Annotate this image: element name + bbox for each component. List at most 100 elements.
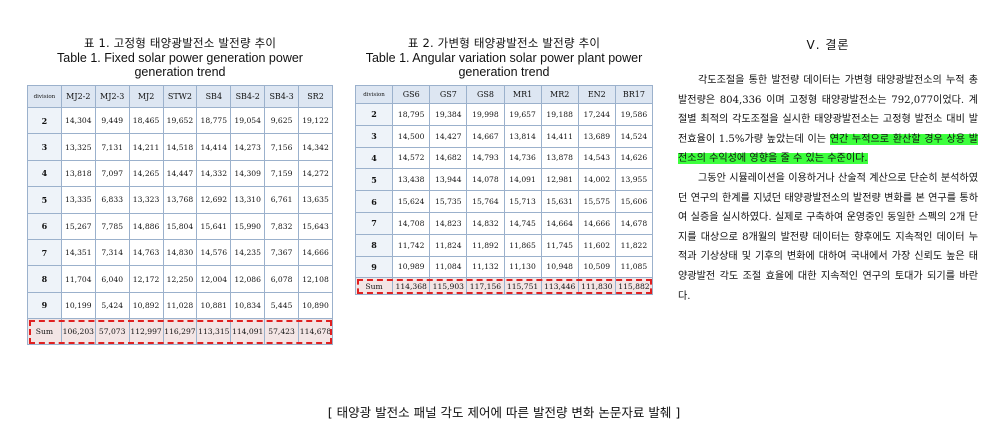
table-cell: 11,865 <box>503 233 542 257</box>
row-label: 3 <box>354 124 394 148</box>
table2-wrap: division GS6 GS7 GS8 MR1 MR2 EN2 BR17 2 18,795 19… <box>354 85 654 296</box>
conclusion-paragraph-2: 그동안 시뮬레이션을 이용하거나 산술적 계산으로 단순히 분석하였던 연구의 … <box>678 172 978 302</box>
table-cell: 19,122 <box>298 106 333 135</box>
row-label: 9 <box>354 255 394 279</box>
table2-header-0: division <box>354 85 394 104</box>
sum-row: Sum 114,368 115,903 117,156 115,751 113,446 11… <box>354 277 654 296</box>
table2-header-7: BR17 <box>614 85 654 104</box>
table-row: 3 13,325 7,131 14,211 14,518 14,414 14,273 7,15… <box>27 133 333 161</box>
table-cell: 14,708 <box>392 211 431 235</box>
table-cell: 10,199 <box>60 291 96 320</box>
table-cell: 6,078 <box>264 265 299 293</box>
sum-cell: 113,446 <box>540 277 579 296</box>
table-cell: 14,332 <box>196 159 232 188</box>
table2-block: 표 2. 가변형 태양광발전소 발전량 추이 Table 1. Angular … <box>354 36 654 296</box>
row-label: 4 <box>27 159 62 188</box>
sum-cell: 57,423 <box>264 318 299 346</box>
table-cell: 14,736 <box>503 146 542 170</box>
table-row: 7 14,708 14,823 14,832 14,745 14,664 14,666 14,… <box>354 211 654 235</box>
table-cell: 19,384 <box>429 103 468 126</box>
table2-caption-en-line2: generation trend <box>458 65 550 79</box>
row-label: 7 <box>354 211 394 235</box>
table-cell: 10,989 <box>392 255 431 279</box>
table-cell: 14,832 <box>466 211 505 235</box>
table-cell: 14,543 <box>577 146 616 170</box>
table1-fixed-generation: division MJ2-2 MJ2-3 MJ2 STW2 SB4 SB4-2 SB4-3 SR… <box>27 85 333 346</box>
table-cell: 14,745 <box>503 211 542 235</box>
table-cell: 14,678 <box>614 211 654 235</box>
table-cell: 11,824 <box>429 233 468 257</box>
table-cell: 14,273 <box>230 133 266 161</box>
table-cell: 15,990 <box>230 212 266 240</box>
table-cell: 12,004 <box>196 265 232 293</box>
table-cell: 12,250 <box>162 265 198 293</box>
table-cell: 14,091 <box>503 168 542 192</box>
row-label: 6 <box>27 212 62 240</box>
row-label: 6 <box>354 190 394 213</box>
table-cell: 11,822 <box>614 233 654 257</box>
table-cell: 14,682 <box>429 146 468 170</box>
table-cell: 7,832 <box>264 212 299 240</box>
table-cell: 17,244 <box>577 103 616 126</box>
table-cell: 12,108 <box>298 265 333 293</box>
table-cell: 14,211 <box>128 133 164 161</box>
table-cell: 13,635 <box>298 186 333 214</box>
table1-header-1: MJ2-2 <box>60 85 96 108</box>
table-cell: 13,814 <box>503 124 542 148</box>
table-cell: 14,666 <box>298 238 333 267</box>
table-cell: 15,267 <box>60 212 96 240</box>
row-label: 2 <box>354 103 394 126</box>
table-cell: 7,367 <box>264 238 299 267</box>
table-cell: 13,323 <box>128 186 164 214</box>
table-row: 3 14,500 14,427 14,667 13,814 14,411 13,689 14,… <box>354 124 654 148</box>
table1-header-4: STW2 <box>162 85 198 108</box>
table1-caption-en-line2: generation trend <box>134 65 226 79</box>
row-label: 9 <box>27 291 62 320</box>
row-label: 7 <box>27 238 62 267</box>
table-cell: 14,427 <box>429 124 468 148</box>
table-cell: 13,310 <box>230 186 266 214</box>
table-cell: 19,586 <box>614 103 654 126</box>
table-row: 4 14,572 14,682 14,793 14,736 13,878 14,543 14,… <box>354 146 654 170</box>
table-cell: 14,576 <box>196 238 232 267</box>
sum-cell: 115,882 <box>614 277 654 296</box>
table-cell: 7,097 <box>94 159 130 188</box>
table-row: 5 13,438 13,944 14,078 14,091 12,981 14,002 13,… <box>354 168 654 192</box>
table-row: 9 10,989 11,084 11,132 11,130 10,948 10,509 11,… <box>354 255 654 279</box>
table-row: 8 11,704 6,040 12,172 12,250 12,004 12,086 6,07… <box>27 265 333 293</box>
table-cell: 14,886 <box>128 212 164 240</box>
table-cell: 14,666 <box>577 211 616 235</box>
table-row: 2 18,795 19,384 19,998 19,657 19,188 17,244 19,… <box>354 103 654 126</box>
table-cell: 19,998 <box>466 103 505 126</box>
table2-header-1: GS6 <box>392 85 431 104</box>
conclusion-paragraph-1: 각도조절을 통한 발전량 데이터는 가변형 태양광발전소의 누적 총 발전량은 … <box>678 71 978 169</box>
table-row: 2 14,304 9,449 18,465 19,652 18,775 19,054 9,62… <box>27 106 333 135</box>
table-cell: 12,172 <box>128 265 164 293</box>
table-cell: 15,804 <box>162 212 198 240</box>
table1-header-6: SB4-2 <box>230 85 266 108</box>
table-cell: 10,890 <box>298 291 333 320</box>
table-cell: 11,130 <box>503 255 542 279</box>
sum-cell: 112,997 <box>128 318 164 346</box>
sum-cell: 117,156 <box>466 277 505 296</box>
sum-cell: 114,678 <box>298 318 333 346</box>
table1-header-2: MJ2-3 <box>94 85 130 108</box>
sum-cell: 114,368 <box>392 277 431 296</box>
table-cell: 19,652 <box>162 106 198 135</box>
table-cell: 13,955 <box>614 168 654 192</box>
table-cell: 13,818 <box>60 159 96 188</box>
table-cell: 14,342 <box>298 133 333 161</box>
table-cell: 11,132 <box>466 255 505 279</box>
table-cell: 11,745 <box>540 233 579 257</box>
table-cell: 6,040 <box>94 265 130 293</box>
table-row: 9 10,199 5,424 10,892 11,028 10,881 10,834 5,44… <box>27 291 333 320</box>
table-cell: 13,335 <box>60 186 96 214</box>
table-cell: 13,689 <box>577 124 616 148</box>
table-cell: 9,449 <box>94 106 130 135</box>
table-cell: 14,078 <box>466 168 505 192</box>
table-cell: 15,631 <box>540 190 579 213</box>
table-cell: 19,657 <box>503 103 542 126</box>
table1-caption-en-line1: Table 1. Fixed solar power generation po… <box>57 51 303 65</box>
table-cell: 19,188 <box>540 103 579 126</box>
table1-header-7: SB4-3 <box>264 85 299 108</box>
